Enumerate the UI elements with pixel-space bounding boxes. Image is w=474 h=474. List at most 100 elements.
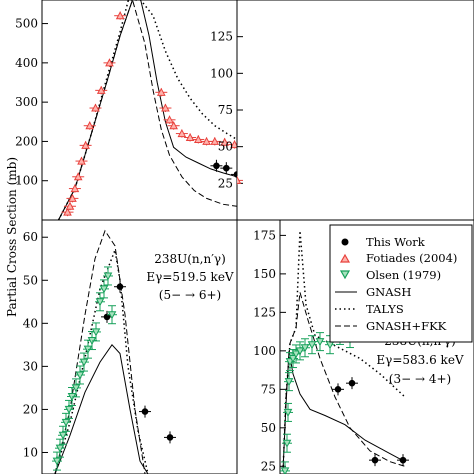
legend-entry-olsen: Olsen (1979) bbox=[339, 268, 441, 282]
panel-top-left: 100 200 300 400 500 bbox=[15, 0, 238, 221]
data-point-olsen bbox=[71, 384, 81, 393]
data-point-fotiades bbox=[73, 172, 83, 181]
data-point-fotiades bbox=[185, 132, 195, 141]
data-point-fotiades bbox=[102, 146, 109, 153]
legend-entry-this-work: This Work bbox=[341, 235, 426, 249]
data-point-this-work bbox=[209, 192, 216, 199]
legend-label-gnash: GNASH bbox=[366, 285, 411, 299]
data-point-fotiades bbox=[142, 85, 149, 92]
data-point-olsen bbox=[99, 285, 109, 294]
data-point-fotiades bbox=[105, 58, 114, 67]
data-point-fotiades bbox=[165, 115, 174, 124]
data-point-olsen bbox=[52, 457, 62, 466]
data-point-fotiades bbox=[115, 92, 122, 99]
data-point-fotiades bbox=[82, 190, 89, 197]
data-point-fotiades bbox=[81, 140, 90, 149]
annotation-bl-line-2: Eγ=519.5 keV bbox=[146, 270, 234, 284]
legend-label-gnash-fkk: GNASH+FKK bbox=[366, 319, 447, 333]
series-line-gnash bbox=[282, 350, 406, 471]
data-point-olsen bbox=[58, 431, 68, 440]
data-point-fotiades bbox=[177, 129, 187, 138]
y-tick-label: 100 bbox=[15, 174, 38, 188]
data-point-olsen bbox=[307, 341, 317, 350]
data-point-this-work bbox=[399, 456, 407, 464]
panel-frame bbox=[41, 0, 238, 221]
data-point-this-work bbox=[166, 434, 174, 441]
panel-plot-area bbox=[52, 229, 176, 474]
legend-label-this-work: This Work bbox=[366, 235, 426, 249]
series-line-gnash-fkk bbox=[58, 0, 237, 220]
data-point-this-work bbox=[371, 456, 379, 464]
legend-box bbox=[329, 224, 473, 343]
annotation-bl-line-3: (5− → 6+) bbox=[159, 288, 221, 302]
y-tick-label: 50 bbox=[23, 273, 38, 287]
y-tick-label: 100 bbox=[253, 344, 276, 358]
y-tick-label: 75 bbox=[218, 103, 233, 117]
data-point-fotiades bbox=[237, 175, 242, 184]
y-tick-label: 200 bbox=[15, 134, 38, 148]
panel-frame bbox=[279, 219, 474, 474]
data-point-fotiades bbox=[109, 104, 116, 111]
data-point-fotiades bbox=[65, 201, 75, 210]
data-point-olsen bbox=[282, 439, 292, 448]
data-point-olsen bbox=[283, 408, 293, 417]
legend-entry-gnash-fkk: GNASH+FKK bbox=[335, 319, 447, 333]
y-tick-label: 40 bbox=[23, 316, 38, 330]
data-point-fotiades bbox=[52, 212, 59, 219]
series-line-gnash bbox=[237, 134, 238, 135]
y-tick-label: 30 bbox=[23, 359, 38, 373]
panel-frame bbox=[236, 0, 474, 221]
y-tick-label: 25 bbox=[261, 459, 276, 473]
y-tick-label: 125 bbox=[253, 305, 276, 319]
data-point-fotiades bbox=[156, 87, 166, 96]
data-point-fotiades bbox=[115, 11, 125, 20]
plot-panels: 100 200 300 400 500 25 50 75 100 125 10 20 30 40 50 60 2… bbox=[15, 0, 474, 474]
data-point-olsen bbox=[280, 467, 290, 474]
data-point-this-work bbox=[167, 186, 174, 193]
annotation-br-line-2: Eγ=583.6 keV bbox=[376, 353, 464, 367]
data-point-olsen bbox=[107, 311, 117, 320]
data-point-fotiades bbox=[230, 140, 237, 149]
y-tick-label: 60 bbox=[23, 230, 38, 244]
panel-frame bbox=[41, 219, 238, 474]
legend-label-fotiades: Fotiades (2004) bbox=[366, 251, 457, 265]
series-line-talys bbox=[54, 247, 149, 474]
data-point-this-work bbox=[334, 386, 342, 393]
series-line-gnash-fkk bbox=[54, 229, 146, 474]
data-point-fotiades bbox=[122, 60, 129, 67]
data-point-fotiades bbox=[210, 136, 220, 145]
y-tick-label: 175 bbox=[253, 228, 276, 242]
data-point-olsen bbox=[64, 405, 74, 414]
data-point-this-work bbox=[348, 379, 356, 387]
legend-entry-talys: TALYS bbox=[335, 302, 404, 316]
series-line-talys bbox=[237, 79, 238, 81]
data-point-fotiades bbox=[91, 103, 100, 112]
y-tick-label: 300 bbox=[15, 95, 38, 109]
data-point-olsen bbox=[91, 328, 101, 337]
legend-entry-gnash: GNASH bbox=[335, 285, 411, 299]
data-point-fotiades bbox=[169, 121, 178, 130]
data-point-olsen bbox=[284, 378, 294, 387]
panel-top-right: 25 50 75 100 125 bbox=[52, 0, 474, 221]
data-point-fotiades bbox=[193, 134, 203, 143]
y-tick-label: 125 bbox=[210, 30, 233, 44]
y-tick-label: 25 bbox=[218, 176, 233, 190]
data-point-fotiades bbox=[85, 121, 95, 130]
legend-triangle-down-marker bbox=[339, 270, 351, 280]
legend-label-talys: TALYS bbox=[366, 302, 404, 316]
data-point-olsen bbox=[55, 444, 65, 453]
data-point-olsen bbox=[103, 272, 113, 281]
y-tick-label: 150 bbox=[253, 267, 276, 281]
panel-bottom-left: 10 20 30 40 50 60 bbox=[23, 219, 238, 474]
data-point-fotiades bbox=[161, 103, 170, 112]
data-point-fotiades bbox=[70, 184, 80, 193]
data-point-fotiades bbox=[207, 178, 214, 185]
legend: This Work Fotiades (2004) Olsen (1979) G… bbox=[329, 224, 473, 343]
data-point-this-work bbox=[223, 164, 230, 172]
data-point-fotiades bbox=[167, 146, 174, 153]
data-point-this-work bbox=[116, 283, 124, 291]
panel-plot-area bbox=[52, 60, 243, 219]
data-point-fotiades bbox=[63, 207, 72, 216]
data-point-this-work bbox=[103, 313, 111, 321]
data-point-olsen bbox=[61, 418, 71, 427]
